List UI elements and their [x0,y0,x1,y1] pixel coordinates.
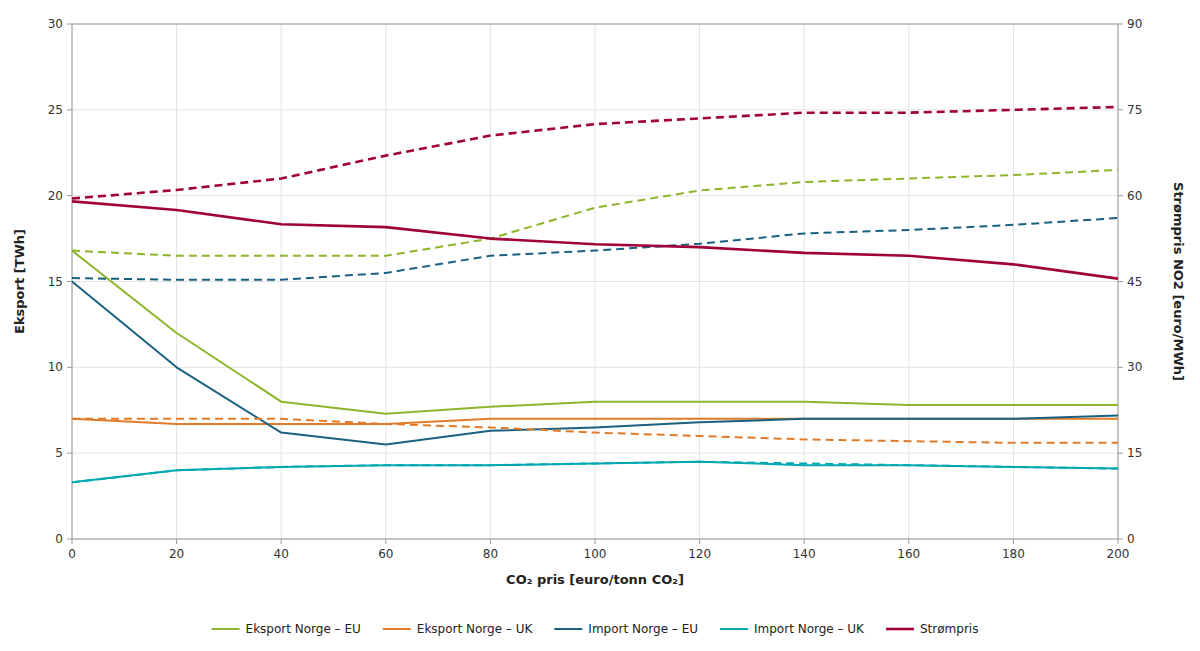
x-tick [385,539,386,544]
grid-line [1013,24,1014,539]
y-axis-title: Eksport [TWh] [12,229,27,334]
y2-tick-label: 15 [1127,446,1142,460]
y2-tick [1118,539,1123,540]
x-tick-label: 40 [274,547,289,561]
legend-label: Eksport Norge – EU [246,622,361,636]
y-tick-label: 0 [55,532,63,546]
x-tick-label: 80 [483,547,498,561]
y-tick-label: 30 [48,17,63,31]
plot-area [72,107,1118,482]
y2-tick-label: 75 [1127,103,1142,117]
series-line [72,170,1118,256]
legend-label: Import Norge – UK [754,622,865,636]
x-tick-label: 140 [793,547,816,561]
series-line [72,107,1118,199]
x-tick-label: 20 [169,547,184,561]
y2-tick [1118,281,1123,282]
x-tick [176,539,177,544]
x-tick [699,539,700,544]
series-line [72,282,1118,445]
y-tick-label: 10 [48,360,63,374]
legend-swatch [886,628,914,631]
grid [72,24,1118,539]
grid-line [490,24,491,539]
y-tick [67,367,72,368]
background [0,0,1200,651]
legend-item: Eksport Norge – UK [383,622,534,636]
x-tick-label: 160 [897,547,920,561]
axes: 0204060801001201401601802000510152025300… [48,17,1143,561]
y-tick [67,453,72,454]
y-tick-label: 20 [48,189,63,203]
x-tick-label: 180 [1002,547,1025,561]
y2-tick-label: 90 [1127,17,1142,31]
x-tick [490,539,491,544]
grid-line [595,24,596,539]
legend-label: Import Norge – EU [588,622,698,636]
x-tick [281,539,282,544]
y2-tick-label: 60 [1127,189,1142,203]
series-line [72,419,1118,443]
y2-tick [1118,24,1123,25]
y2-axis-title: Strømpris NO2 [euro/MWh] [1171,182,1186,381]
series-line [72,251,1118,414]
legend-label: Strømpris [920,622,978,636]
x-tick-label: 120 [688,547,711,561]
legend-item: Import Norge – UK [720,622,865,636]
grid-line [176,24,177,539]
legend: Eksport Norge – EU Eksport Norge – UK Impo… [212,622,979,636]
legend-item: Eksport Norge – EU [212,622,361,636]
grid-line [385,24,386,539]
plot-frame [72,24,1118,539]
legend-item: Strømpris [886,622,978,636]
x-tick [804,539,805,544]
y-tick-label: 5 [55,446,63,460]
grid-line [804,24,805,539]
y-tick [67,24,72,25]
y-tick-label: 25 [48,103,63,117]
y-tick [67,281,72,282]
series-line [72,462,1118,483]
x-axis-title: CO₂ pris [euro/tonn CO₂] [506,572,684,587]
legend-swatch [720,628,748,630]
legend-item: Import Norge – EU [554,622,698,636]
y-tick-label: 15 [48,275,63,289]
series-line [72,201,1118,278]
legend-swatch [554,628,582,630]
grid-line [908,24,909,539]
x-tick-label: 0 [68,547,76,561]
y-tick [67,109,72,110]
y-tick [67,195,72,196]
x-tick [72,539,73,544]
y2-tick-label: 30 [1127,360,1142,374]
x-tick [1118,539,1119,544]
y-tick [67,539,72,540]
x-tick [595,539,596,544]
chart: 0204060801001201401601802000510152025300… [0,0,1200,651]
y2-tick [1118,367,1123,368]
legend-swatch [383,628,411,630]
y2-tick [1118,195,1123,196]
x-tick [1013,539,1014,544]
x-tick-label: 100 [584,547,607,561]
x-tick-label: 60 [378,547,393,561]
legend-label: Eksport Norge – UK [417,622,534,636]
grid-line [281,24,282,539]
y2-tick-label: 45 [1127,275,1142,289]
y2-tick [1118,109,1123,110]
y2-tick [1118,453,1123,454]
legend-swatch [212,628,240,630]
x-tick-label: 200 [1107,547,1130,561]
series-line [72,462,1118,483]
x-tick [908,539,909,544]
series-line [72,218,1118,280]
y2-tick-label: 0 [1127,532,1135,546]
